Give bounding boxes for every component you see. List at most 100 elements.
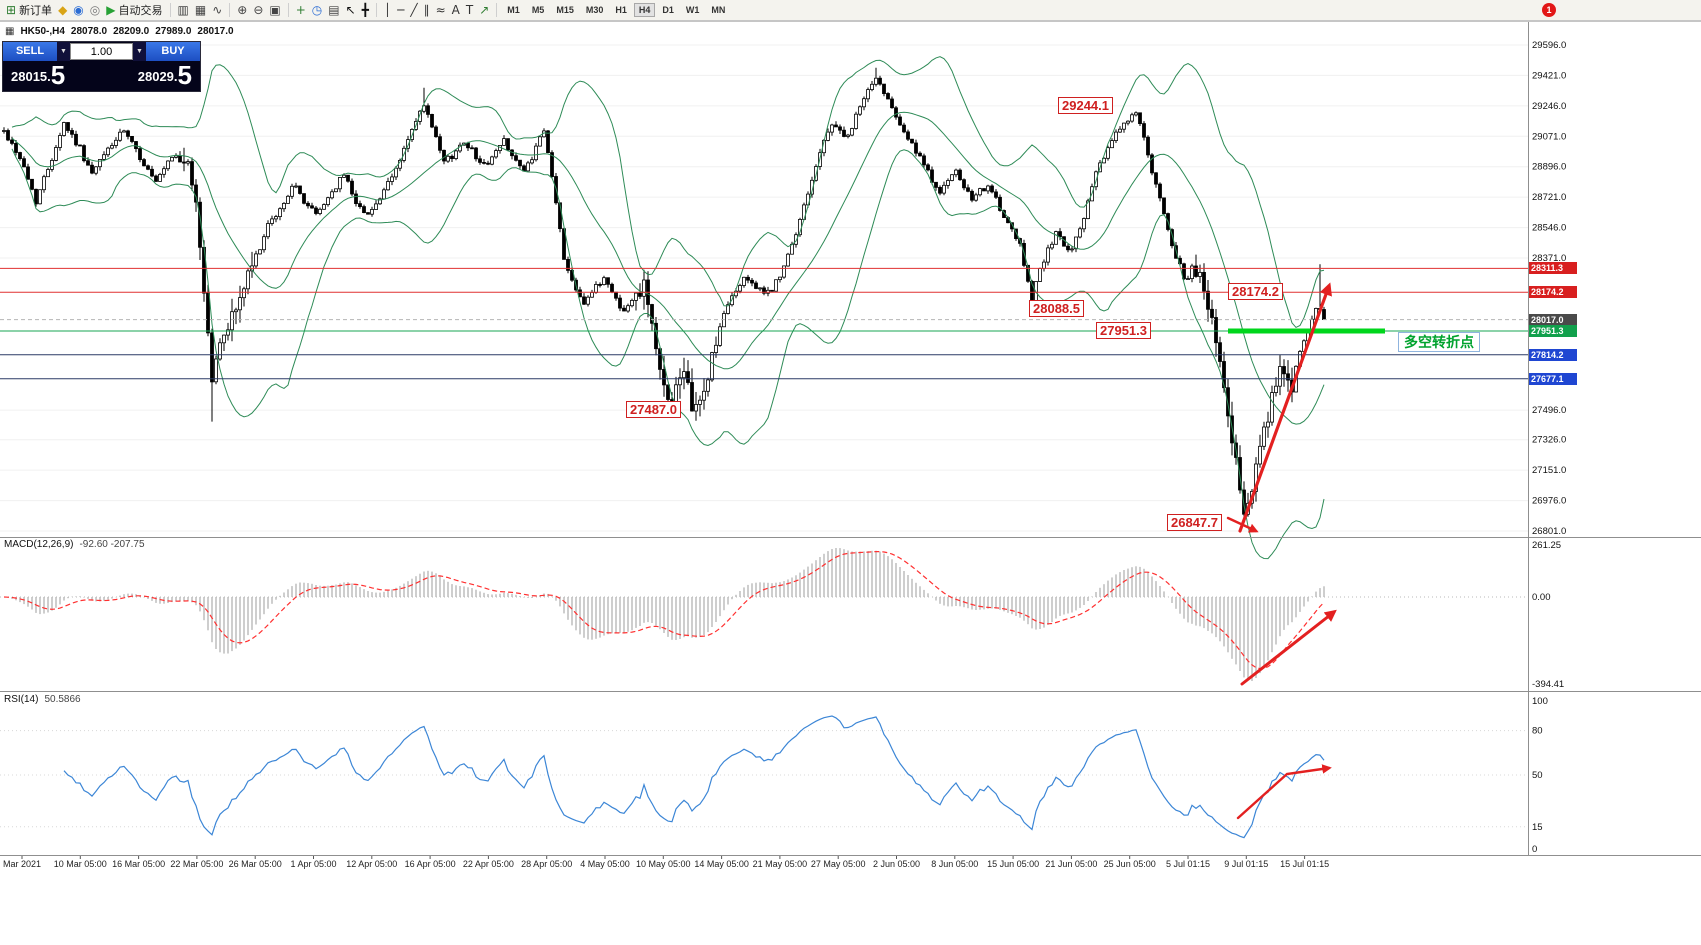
- toolbar: ⊞ 新订单 ◆ ◉ ◎ ▶ 自动交易 ▥ ▦ ∿ ⊕ ⊖ ▣ + ◷ ▤ ↖ ╋ │ ─ ╱ ∥ ≈ A T ↗ M1 M5 M15 M3…: [0, 0, 1701, 21]
- candlestick-chart-icon: ▦: [194, 2, 207, 17]
- price-label-swing-low[interactable]: 26847.7: [1167, 514, 1222, 531]
- svg-text:26801.0: 26801.0: [1532, 526, 1566, 537]
- zoom-in-button[interactable]: ⊕: [234, 2, 250, 19]
- svg-text:26 Mar 05:00: 26 Mar 05:00: [229, 859, 282, 869]
- macd-name: MACD(12,26,9): [4, 539, 74, 550]
- horizontal-line-icon: ─: [397, 2, 405, 17]
- svg-text:4 May 05:00: 4 May 05:00: [580, 859, 630, 869]
- price-tag-28017.0: 28017.0: [1529, 313, 1577, 326]
- horizontal-line-button[interactable]: ─: [394, 2, 407, 19]
- svg-text:80: 80: [1532, 726, 1543, 737]
- templates-button[interactable]: ▤: [325, 2, 342, 19]
- line-chart-button[interactable]: ∿: [209, 2, 225, 19]
- rsi-line: [63, 715, 1325, 839]
- price-tag-27814.2: 27814.2: [1529, 348, 1577, 361]
- svg-text:2 Jun 05:00: 2 Jun 05:00: [873, 859, 920, 869]
- volume-input[interactable]: [70, 43, 133, 60]
- price-label-27487[interactable]: 27487.0: [626, 401, 681, 418]
- template-icon: ▤: [328, 2, 340, 17]
- channel-button[interactable]: ∥: [421, 2, 433, 19]
- svg-text:27151.0: 27151.0: [1532, 465, 1566, 476]
- timeframe-h1[interactable]: H1: [615, 5, 627, 15]
- new-chart-button[interactable]: +: [293, 2, 309, 19]
- price-label-28174[interactable]: 28174.2: [1228, 283, 1283, 300]
- cursor-icon: ↖: [345, 2, 356, 17]
- timeframe-m30[interactable]: M30: [585, 5, 604, 15]
- label-button[interactable]: T: [463, 2, 476, 19]
- svg-text:28546.0: 28546.0: [1532, 223, 1566, 234]
- text-button[interactable]: A: [449, 2, 463, 19]
- notifications-badge[interactable]: 1: [1542, 3, 1556, 17]
- vertical-line-button[interactable]: │: [381, 2, 394, 19]
- svg-text:29421.0: 29421.0: [1532, 70, 1566, 81]
- text-label-icon: T: [465, 2, 474, 17]
- zoom-out-button[interactable]: ⊖: [250, 2, 266, 19]
- svg-text:29596.0: 29596.0: [1532, 40, 1566, 51]
- timeframe-h4[interactable]: H4: [633, 3, 656, 17]
- fibonacci-button[interactable]: ≈: [433, 2, 449, 19]
- open-value: 28078.0: [70, 26, 108, 37]
- price-tag-28174.2: 28174.2: [1529, 286, 1577, 299]
- svg-text:15 Jul 01:15: 15 Jul 01:15: [1280, 859, 1329, 869]
- market-watch-icon: ◉: [73, 2, 84, 17]
- macd-trend-arrow: [1240, 609, 1337, 686]
- rsi-indicator-label: RSI(14) 50.5866: [4, 694, 81, 705]
- bar-chart-button[interactable]: ▥: [175, 2, 192, 19]
- timeframe-m1[interactable]: M1: [507, 5, 520, 15]
- svg-text:14 May 05:00: 14 May 05:00: [694, 859, 749, 869]
- ask-big-digit: 5: [177, 60, 192, 90]
- tile-windows-button[interactable]: ▣: [266, 2, 283, 19]
- volume-increase-button[interactable]: ▼: [133, 42, 146, 61]
- macd-histogram: [7, 548, 1325, 681]
- new-chart-icon: +: [295, 2, 306, 17]
- svg-text:15: 15: [1532, 822, 1543, 833]
- new-order-button[interactable]: ⊞ 新订单: [3, 2, 55, 19]
- svg-text:100: 100: [1532, 696, 1548, 707]
- periods-button[interactable]: ◷: [309, 2, 325, 19]
- turning-point-annotation[interactable]: 多空转折点: [1398, 332, 1480, 352]
- arrows-button[interactable]: ↗: [476, 2, 492, 19]
- trendline-icon: ╱: [410, 2, 418, 17]
- price-tag-28311.3: 28311.3: [1529, 262, 1577, 275]
- svg-text:10 Mar 05:00: 10 Mar 05:00: [54, 859, 107, 869]
- volume-decrease-button[interactable]: ▼: [57, 42, 70, 61]
- indicators-button[interactable]: ◆: [55, 2, 70, 19]
- zoom-in-icon: ⊕: [237, 2, 248, 17]
- svg-text:25 Jun 05:00: 25 Jun 05:00: [1104, 859, 1156, 869]
- market-watch-button[interactable]: ◉: [70, 2, 86, 19]
- autotrading-button-label: 自动交易: [118, 5, 163, 17]
- navigator-button[interactable]: ◎: [87, 2, 103, 19]
- timeframe-m5[interactable]: M5: [531, 5, 545, 15]
- timeframe-mn[interactable]: MN: [711, 5, 726, 15]
- one-click-trading-panel: SELL ▼ ▼ BUY 28015. 5 28029. 5: [2, 41, 201, 92]
- toolbar-separator: [169, 3, 171, 17]
- svg-text:28 Apr 05:00: 28 Apr 05:00: [521, 859, 572, 869]
- svg-text:22 Mar 05:00: 22 Mar 05:00: [170, 859, 223, 869]
- low-value: 27989.0: [155, 26, 192, 37]
- price-label-28088[interactable]: 28088.5: [1029, 300, 1084, 317]
- autotrading-button[interactable]: ▶ 自动交易: [103, 2, 165, 19]
- low-marker-arrow: [1226, 516, 1259, 533]
- candlestick-chart-button[interactable]: ▦: [192, 2, 209, 19]
- toolbar-separator: [496, 3, 498, 17]
- clock-icon: ◷: [311, 2, 323, 17]
- buy-button[interactable]: BUY: [146, 42, 200, 61]
- svg-text:16 Mar 05:00: 16 Mar 05:00: [112, 859, 165, 869]
- svg-text:22 Apr 05:00: 22 Apr 05:00: [463, 859, 514, 869]
- price-label-swing-high[interactable]: 29244.1: [1058, 97, 1113, 114]
- svg-text:15 Jun 05:00: 15 Jun 05:00: [987, 859, 1039, 869]
- bid-big-digit: 5: [50, 60, 66, 90]
- sell-button[interactable]: SELL: [3, 42, 57, 61]
- trade-panel-controls: SELL ▼ ▼ BUY: [3, 42, 200, 61]
- svg-text:1 Apr 05:00: 1 Apr 05:00: [290, 859, 336, 869]
- trendline-button[interactable]: ╱: [407, 2, 420, 19]
- crosshair-button[interactable]: ╋: [359, 2, 372, 19]
- svg-text:21 May 05:00: 21 May 05:00: [753, 859, 808, 869]
- timeframe-w1[interactable]: W1: [685, 5, 700, 15]
- price-tag-27677.1: 27677.1: [1529, 372, 1577, 385]
- timeframe-m15[interactable]: M15: [556, 5, 574, 15]
- cursor-button[interactable]: ↖: [343, 2, 359, 19]
- timeframe-d1[interactable]: D1: [662, 5, 674, 15]
- price-label-27951[interactable]: 27951.3: [1096, 322, 1151, 339]
